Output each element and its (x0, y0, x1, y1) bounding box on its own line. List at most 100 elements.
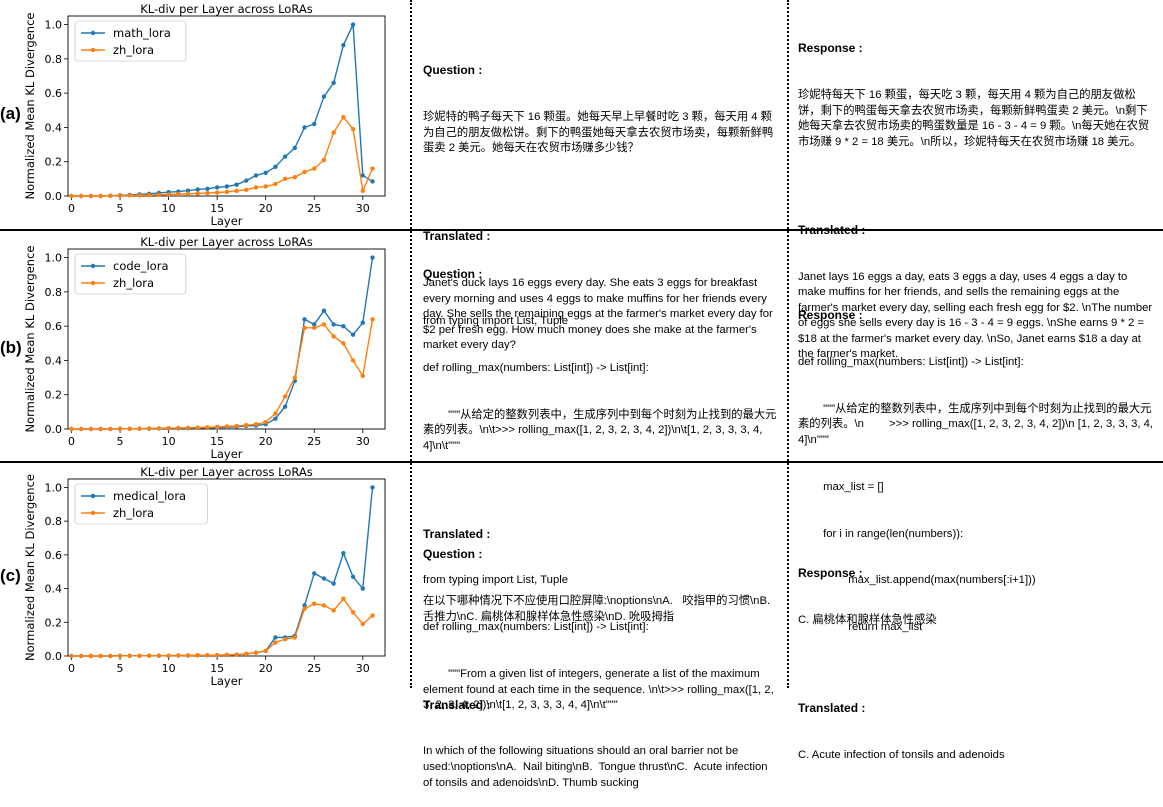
data-point-zh-lora (146, 653, 152, 658)
chart-b: KL-div per Layer across LoRAs 0.0 0.2 0.4 0.… (23, 235, 386, 461)
data-point-code-lora (370, 255, 375, 260)
data-point-zh-lora (195, 425, 200, 430)
legend-marker (90, 510, 96, 516)
data-point-zh-lora (302, 606, 307, 611)
x-axis-label: Layer (210, 674, 242, 688)
response-a-text: 珍妮特每天下 16 颗蛋，每天吃 3 颗，每天用 4 颗为自己的朋友做松饼，剩下… (798, 88, 1150, 148)
y-tick-label: 0.8 (45, 53, 63, 66)
data-point-zh-lora (282, 394, 288, 399)
data-point-math-lora (205, 186, 210, 191)
data-point-medical-lora (312, 571, 317, 576)
y-tick-label: 0.0 (45, 423, 63, 436)
x-tick-label: 5 (117, 662, 124, 675)
y-tick-label: 0.2 (45, 156, 63, 169)
data-point-zh-lora (79, 193, 84, 199)
response-b-line: return max_list (798, 621, 923, 634)
response-b-line: def rolling_max(numbers: List[int]) -> L… (798, 355, 1024, 368)
data-point-zh-lora (205, 653, 210, 658)
x-tick-label: 10 (162, 662, 176, 675)
data-point-medical-lora (350, 574, 356, 579)
question-b-translated-line: def rolling_max(numbers: List[int]) -> L… (423, 621, 649, 634)
legend-marker (90, 280, 96, 286)
x-tick-label: 30 (356, 662, 370, 675)
data-point-medical-lora (341, 550, 346, 556)
data-point-zh-lora (292, 635, 298, 640)
data-point-zh-lora (292, 375, 298, 380)
y-axis-label: Normalized Mean KL Divergence (23, 246, 37, 433)
data-point-math-lora (234, 182, 239, 187)
y-tick-label: 0.8 (45, 515, 63, 528)
data-point-math-lora (360, 173, 365, 178)
x-tick-label: 25 (307, 662, 321, 675)
x-tick-label: 15 (210, 435, 224, 448)
y-tick-label: 0.6 (45, 320, 63, 333)
data-point-zh-lora (302, 169, 307, 175)
chart-title: KL-div per Layer across LoRAs (140, 235, 312, 249)
data-point-zh-lora (273, 181, 278, 187)
data-point-zh-lora (185, 653, 191, 658)
data-point-zh-lora (224, 424, 230, 429)
row-divider-2 (0, 461, 1163, 463)
response-a: Response : 珍妮特每天下 16 颗蛋，每天吃 3 颗，每天用 4 颗为… (798, 10, 1156, 379)
series-line-zh-lora (71, 319, 374, 430)
legend-marker (90, 30, 96, 36)
legend-marker (90, 493, 96, 499)
data-point-zh-lora (185, 425, 191, 430)
data-point-zh-lora (195, 653, 200, 658)
data-point-zh-lora (137, 653, 142, 659)
y-axis-label: Normalized Mean KL Divergence (23, 13, 37, 200)
data-point-math-lora (214, 185, 220, 190)
legend-marker (90, 47, 96, 53)
data-point-zh-lora (146, 192, 152, 198)
chart-title: KL-div per Layer across LoRAs (140, 2, 312, 16)
y-tick-label: 1.0 (45, 252, 63, 265)
response-c-text: C. 扁桃体和腺样体急性感染 (798, 613, 937, 626)
data-point-zh-lora (312, 325, 317, 331)
data-point-zh-lora (360, 373, 365, 379)
data-point-zh-lora (341, 114, 346, 120)
data-point-zh-lora (341, 596, 346, 601)
data-point-zh-lora (292, 174, 298, 180)
x-tick-label: 20 (259, 662, 273, 675)
x-tick-label: 0 (68, 662, 75, 675)
row-label-b: (b) (0, 338, 22, 357)
x-tick-label: 5 (117, 202, 124, 215)
data-point-zh-lora (108, 193, 113, 199)
legend-label: zh_lora (113, 276, 154, 290)
question-b-header: Question : (423, 267, 483, 282)
data-point-zh-lora (166, 192, 171, 197)
data-point-zh-lora (79, 653, 84, 659)
response-a-translated: Janet lays 16 eggs a day, eats 3 eggs a … (798, 270, 1156, 361)
x-tick-label: 5 (117, 435, 124, 448)
data-point-medical-lora (370, 485, 375, 490)
response-b: Response : def rolling_max(numbers: List… (798, 277, 1156, 651)
data-point-code-lora (321, 308, 327, 313)
data-point-zh-lora (253, 650, 259, 655)
legend-box (74, 483, 208, 525)
data-point-zh-lora (176, 653, 181, 658)
data-point-math-lora (341, 42, 346, 48)
question-a-header: Question : (423, 63, 483, 78)
series-line-zh-lora (71, 115, 374, 197)
data-point-zh-lora (360, 621, 365, 627)
legend-label: medical_lora (113, 489, 186, 503)
data-point-code-lora (341, 323, 346, 329)
data-point-code-lora (302, 317, 307, 322)
x-tick-label: 25 (307, 435, 321, 448)
question-b-translated-header: Translated : (423, 526, 491, 541)
data-point-zh-lora (253, 185, 259, 190)
data-point-zh-lora (195, 191, 200, 196)
data-point-zh-lora (69, 653, 74, 659)
legend-label: zh_lora (113, 506, 154, 520)
response-a-translated-header: Translated : (798, 222, 866, 237)
response-b-line: max_list.append(max(numbers[:i+1])) (798, 574, 1036, 587)
data-point-zh-lora (88, 193, 94, 199)
x-tick-label: 15 (210, 202, 224, 215)
data-point-zh-lora (127, 193, 132, 198)
question-c-header: Question : (423, 547, 483, 562)
data-point-math-lora (263, 170, 268, 176)
response-b-line: max_list = [] (798, 480, 884, 493)
x-axis-label: Layer (210, 214, 242, 228)
question-b-line: from typing import List, Tuple (423, 314, 569, 327)
data-point-zh-lora (127, 426, 132, 432)
